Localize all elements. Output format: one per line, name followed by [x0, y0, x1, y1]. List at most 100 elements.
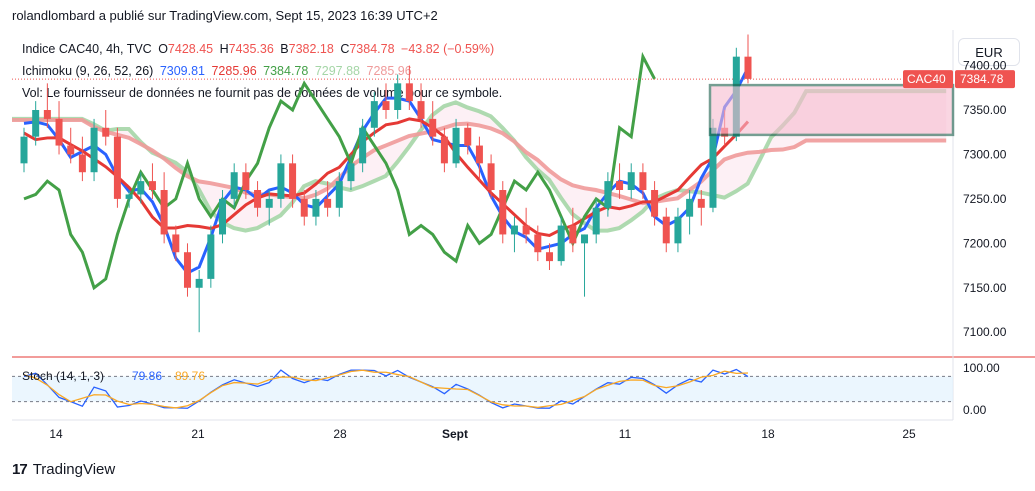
stoch-k-line — [23, 368, 749, 409]
y-tick-label: 7400.00 — [963, 59, 1007, 73]
currency-button[interactable]: EUR — [958, 38, 1020, 66]
ichimoku-legend: Ichimoku (9, 26, 52, 26) 7309.81 7285.96… — [22, 64, 415, 78]
candle-body — [324, 198, 332, 208]
candle-body — [312, 198, 320, 217]
stoch-d-value: 89.76 — [175, 369, 205, 383]
candle-body — [545, 252, 553, 262]
candle-body — [382, 101, 390, 110]
ichimoku-span-a-value: 7297.88 — [314, 64, 361, 78]
candle-body — [207, 234, 215, 279]
candle-body — [113, 136, 121, 199]
x-tick-label: 18 — [761, 427, 775, 441]
y-tick-label: 7350.00 — [963, 103, 1007, 117]
candle-body — [709, 127, 717, 208]
candle-body — [440, 136, 448, 164]
x-tick-label: Sept — [442, 427, 468, 441]
candle-body — [230, 172, 238, 199]
candle-body — [452, 127, 460, 164]
candle-body — [32, 110, 40, 137]
candle-body — [429, 118, 437, 137]
price-label-symbol-bg — [903, 70, 953, 89]
publisher-header: rolandlombard a publié sur TradingView.c… — [12, 8, 438, 23]
candle-body — [651, 190, 659, 217]
y-tick-label: 7300.00 — [963, 147, 1007, 161]
candle-body — [219, 198, 227, 235]
candle-body — [20, 136, 28, 164]
stoch-k-value: 79.86 — [132, 369, 162, 383]
candle-body — [172, 234, 180, 253]
ichimoku-base-value: 7285.96 — [211, 64, 257, 78]
candle-body — [499, 190, 507, 235]
candle-body — [335, 181, 343, 208]
candle-body — [55, 118, 63, 146]
price-label-value: 7384.78 — [960, 72, 1004, 86]
candle-body — [744, 56, 752, 79]
candle-body — [475, 145, 483, 164]
candle-body — [627, 172, 635, 190]
ichimoku-base-line — [23, 117, 750, 237]
candle-body — [604, 181, 612, 208]
high-value: 7435.36 — [228, 42, 274, 56]
candle-body — [78, 154, 86, 173]
volume-legend: Vol: Le fournisseur de données ne fourni… — [22, 86, 503, 100]
candle-body — [183, 252, 191, 288]
candle-body — [487, 163, 495, 190]
candle-body — [289, 163, 297, 199]
candle-body — [616, 181, 624, 190]
candle-body — [697, 198, 705, 208]
close-value: 7384.78 — [349, 42, 395, 56]
candle-body — [464, 127, 472, 146]
candle-body — [242, 172, 250, 190]
main-legend: Indice CAC40, 4h, TVC O7428.45 H7435.36 … — [22, 42, 497, 56]
change-value: −43.82 (−0.59%) — [401, 42, 495, 56]
y-tick-label: 7100.00 — [963, 325, 1007, 339]
candle-body — [592, 207, 600, 235]
candle-body — [510, 225, 518, 235]
candle-body — [557, 225, 565, 262]
y-tick-label: 7200.00 — [963, 236, 1007, 250]
x-tick-label: 25 — [902, 427, 916, 441]
candle-body — [265, 198, 273, 208]
ichimoku-conversion-value: 7309.81 — [159, 64, 205, 78]
x-tick-label: 21 — [191, 427, 205, 441]
close-label: C — [340, 42, 350, 56]
candle-body — [581, 234, 589, 244]
candle-body — [195, 278, 203, 288]
candle-body — [370, 101, 378, 128]
candle-body — [300, 198, 308, 217]
open-value: 7428.45 — [167, 42, 214, 56]
ichimoku-span-b-line — [12, 118, 947, 206]
y-tick-label: 7150.00 — [963, 281, 1007, 295]
candle-body — [405, 83, 413, 102]
x-tick-label: 11 — [619, 427, 632, 441]
y-tick-label: 7250.00 — [963, 192, 1007, 206]
candle-body — [394, 83, 402, 110]
candle-body — [254, 190, 262, 208]
low-label: B — [280, 42, 289, 56]
stoch-tick-label: 0.00 — [963, 403, 987, 417]
candle-body — [417, 101, 425, 119]
candle-body — [160, 190, 168, 235]
candle-body — [347, 163, 355, 182]
candle-body — [277, 163, 285, 199]
tradingview-logo-icon: 17 — [12, 461, 28, 478]
candle-body — [522, 225, 530, 235]
price-label-value-bg — [955, 70, 1015, 89]
candle-body — [662, 216, 670, 244]
stoch-legend-title: Stoch (14, 1, 3) — [22, 369, 104, 383]
symbol-title: Indice CAC40, 4h, TVC — [22, 42, 152, 56]
x-tick-label: 28 — [333, 427, 347, 441]
candle-body — [686, 198, 694, 217]
stoch-d-line — [23, 369, 749, 409]
candle-body — [639, 172, 647, 190]
x-tick-label: 14 — [49, 427, 63, 441]
candle-body — [90, 127, 98, 173]
ichimoku-span-b-value: 7285.96 — [366, 64, 412, 78]
price-label-symbol: CAC40 — [907, 72, 946, 86]
stoch-tick-label: 100.00 — [963, 361, 1000, 375]
high-label: H — [219, 42, 229, 56]
ichimoku-title: Ichimoku (9, 26, 52, 26) — [22, 64, 154, 78]
low-value: 7382.18 — [288, 42, 334, 56]
candle-body — [359, 127, 367, 164]
